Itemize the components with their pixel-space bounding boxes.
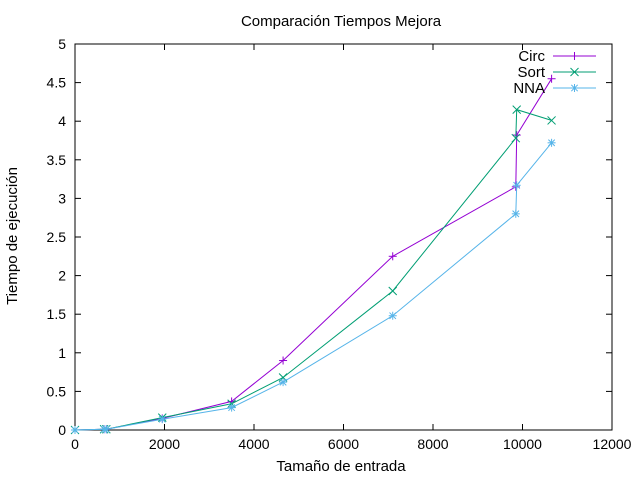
plot-frame (74, 43, 613, 431)
series-nna (71, 138, 556, 434)
y-tick-label: 4 (58, 113, 66, 129)
legend-marker (570, 84, 579, 92)
series-circ (71, 74, 556, 434)
series-line (74, 108, 552, 431)
series-line (74, 142, 552, 431)
legend-marker (570, 52, 579, 60)
x-tick-label: 2000 (149, 436, 180, 452)
data-point (547, 74, 556, 83)
y-tick-label: 3.5 (47, 152, 67, 168)
marker-d2 (279, 378, 287, 386)
marker-d2 (548, 139, 556, 147)
data-point (279, 356, 288, 365)
marker-d2 (512, 105, 522, 114)
data-point (388, 311, 397, 320)
data-point (547, 116, 556, 125)
legend-entry-nna: NNA (513, 80, 596, 97)
x-tick-label: 10000 (503, 436, 542, 452)
y-tick-label: 5 (58, 36, 66, 52)
y-tick-label: 1.5 (47, 306, 67, 322)
data-point (511, 133, 521, 143)
axes (74, 43, 613, 431)
y-tick-label: 0 (58, 422, 66, 438)
x-tick-label: 8000 (417, 436, 448, 452)
data-point (279, 378, 288, 387)
legend-label: Sort (517, 64, 545, 81)
chart-title: Comparación Tiempos Mejora (241, 13, 442, 30)
marker-d2 (511, 133, 521, 143)
legend-entry-sort: Sort (517, 64, 596, 81)
x-tick-label: 0 (71, 436, 79, 452)
x-axis-title: Tamaño de entrada (276, 458, 406, 475)
data-point (71, 426, 79, 434)
x-tick-label: 4000 (238, 436, 269, 452)
data-point (512, 105, 522, 114)
ticks: 0 2000 4000 6000 8000 10000 12000 0 0.5 1 1.5 2 2.5 3… (47, 36, 632, 452)
marker-d2 (228, 404, 236, 412)
y-tick-label: 4.5 (47, 75, 67, 91)
y-tick-label: 2 (58, 268, 66, 284)
marker-d2 (547, 116, 556, 125)
y-tick-label: 2.5 (47, 229, 67, 245)
legend-marker (570, 67, 579, 77)
legend-entry-circ: Circ (518, 48, 596, 65)
data-point (227, 403, 236, 412)
data-point (388, 286, 398, 296)
x-tick-label: 12000 (593, 436, 632, 452)
marker-d2 (389, 312, 397, 320)
marker-d2 (388, 286, 398, 296)
y-tick-label: 0.5 (47, 383, 67, 399)
marker-d2 (570, 67, 579, 77)
series-line (74, 78, 553, 431)
y-axis-title: Tiempo de ejecución (4, 167, 21, 305)
y-tick-label: 1 (58, 345, 66, 361)
legend-label: Circ (518, 48, 545, 65)
data-point (158, 415, 167, 424)
data-point (388, 252, 397, 261)
marker-d2 (71, 426, 79, 434)
data-point (102, 425, 111, 434)
series-layer (70, 74, 556, 435)
marker-d2 (570, 84, 579, 92)
data-point (512, 181, 521, 190)
data-point (511, 209, 520, 218)
legend-label: NNA (513, 80, 545, 97)
marker-d2 (512, 210, 520, 218)
marker-d2 (513, 181, 521, 189)
marker-d2 (102, 425, 110, 433)
y-tick-label: 3 (58, 190, 66, 206)
data-point (547, 138, 556, 147)
marker-d2 (158, 415, 166, 423)
x-tick-label: 6000 (328, 436, 359, 452)
series-sort (70, 105, 556, 435)
